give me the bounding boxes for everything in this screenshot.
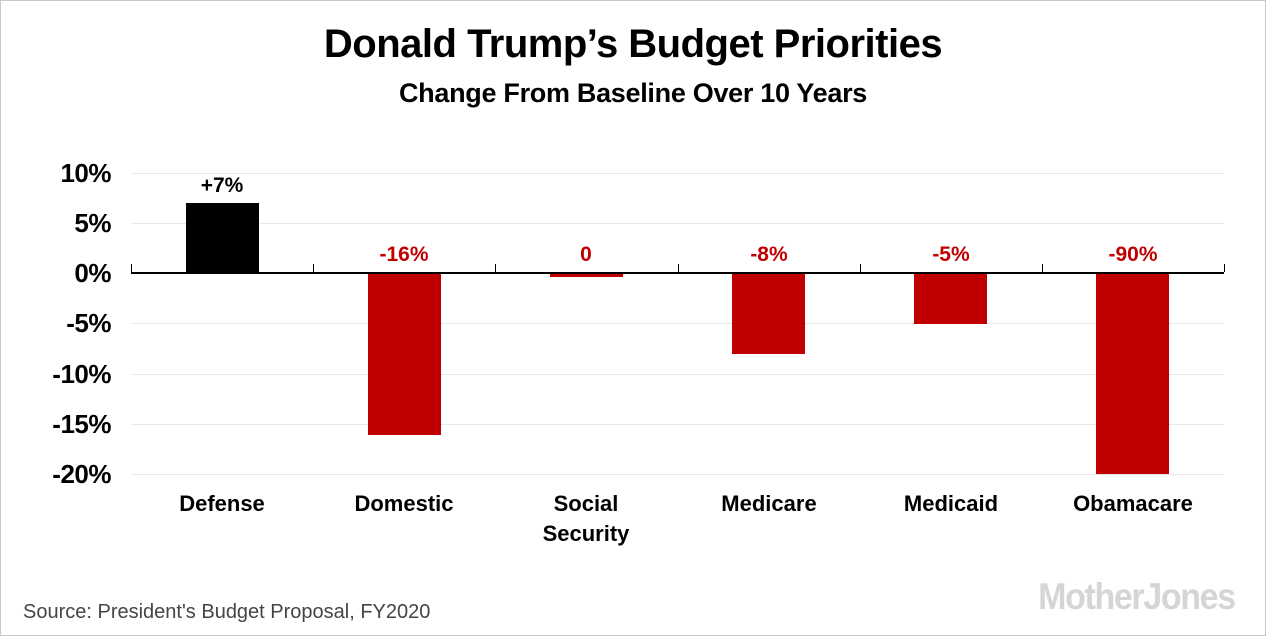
category-label-medicaid: Medicaid	[903, 491, 999, 516]
category-label-obamacare: Obamacare	[1073, 491, 1193, 516]
value-label-obamacare: -90%	[1108, 243, 1158, 266]
page-title: Donald Trump’s Budget Priorities	[323, 22, 943, 66]
bar-medicaid	[914, 274, 987, 324]
bar-obamacare	[1096, 274, 1169, 474]
gridline-5	[131, 223, 1224, 224]
category-label-medicare: Medicare	[721, 491, 817, 516]
axis-tick	[1042, 264, 1043, 272]
bar-domestic	[368, 274, 441, 435]
source-note: Source: President's Budget Proposal, FY2…	[23, 601, 431, 623]
y-axis-label: 10%	[60, 158, 111, 188]
y-axis-label: 5%	[74, 208, 111, 238]
category-label-social-security: Social Security	[542, 491, 630, 546]
axis-tick	[313, 264, 314, 272]
y-axis-label: -20%	[52, 459, 111, 489]
y-axis-label: 0%	[74, 258, 111, 288]
page-subtitle: Change From Baseline Over 10 Years	[398, 78, 868, 108]
gridline--5	[131, 323, 1224, 324]
value-label-defense: +7%	[200, 174, 244, 197]
axis-tick	[1224, 264, 1225, 272]
value-label-social-security: 0	[580, 243, 592, 266]
gridline--15	[131, 424, 1224, 425]
y-axis-label: -15%	[52, 409, 111, 439]
category-label-defense: Defense	[179, 491, 265, 516]
axis-tick	[678, 264, 679, 272]
y-axis-label: -10%	[52, 359, 111, 389]
motherjones-logo: MotherJones	[1038, 576, 1236, 617]
value-label-medicare: -8%	[750, 243, 788, 266]
bar-social-security	[550, 274, 623, 277]
category-label-domestic: Domestic	[354, 491, 454, 516]
axis-tick	[860, 264, 861, 272]
axis-tick	[131, 264, 132, 272]
axis-tick	[495, 264, 496, 272]
bar-medicare	[732, 274, 805, 354]
x-axis-line	[131, 272, 1224, 274]
gridline-10	[131, 173, 1224, 174]
bar-defense	[186, 203, 259, 273]
y-axis-label: -5%	[66, 308, 111, 338]
value-label-medicaid: -5%	[932, 243, 970, 266]
gridline--10	[131, 374, 1224, 375]
gridline--20	[131, 474, 1224, 475]
value-label-domestic: -16%	[379, 243, 429, 266]
